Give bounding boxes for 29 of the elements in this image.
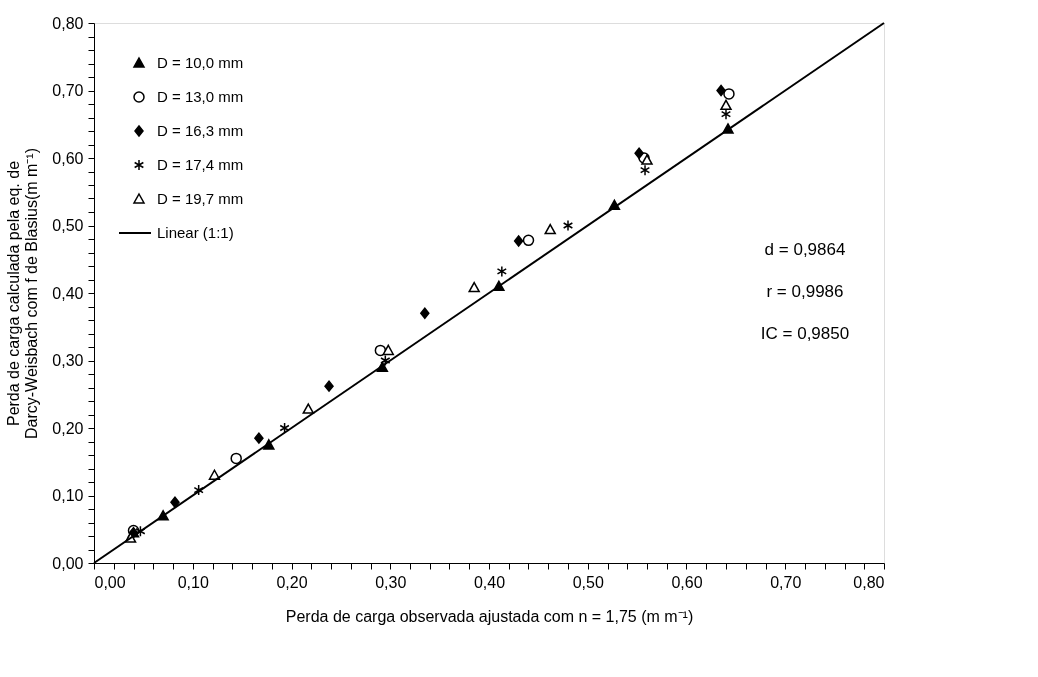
x-tick-label: 0,60	[671, 573, 703, 591]
x-tick-label: 0,00	[94, 573, 126, 591]
x-tick-label: 0,20	[276, 573, 308, 591]
y-tick-label: 0,80	[52, 14, 84, 32]
annotation: IC = 0,9850	[760, 323, 850, 343]
annotation: r = 0,9986	[766, 281, 844, 301]
y-tick-label: 0,50	[52, 217, 84, 234]
x-tick-label: 0,80	[853, 573, 885, 591]
y-tick-label: 0,00	[52, 554, 84, 572]
y-tick-label: 0,70	[52, 82, 84, 99]
legend-label: D = 17,4 mm	[157, 156, 244, 173]
y-tick-label: 0,40	[52, 284, 84, 302]
legend-label: Linear (1:1)	[157, 224, 234, 241]
legend-label: D = 19,7 mm	[157, 190, 244, 207]
x-tick-label: 0,10	[177, 573, 209, 591]
x-tick-label: 0,40	[473, 573, 506, 591]
legend-label: D = 13,0 mm	[157, 88, 244, 105]
legend-label: D = 16,3 mm	[157, 122, 244, 139]
annotation: d = 0,9864	[764, 239, 846, 259]
y-tick-label: 0,60	[52, 149, 84, 167]
y-tick-label: 0,30	[52, 352, 84, 369]
y-tick-label: 0,20	[52, 419, 84, 437]
x-tick-label: 0,30	[375, 573, 407, 591]
x-tick-label: 0,50	[572, 573, 604, 591]
y-tick-label: 0,10	[52, 487, 84, 504]
x-axis-title: Perda de carga observada ajustada com n = 1,75 (m m⁻¹)	[285, 607, 694, 625]
x-tick-label: 0,70	[770, 573, 802, 591]
legend-label: D = 10,0 mm	[157, 54, 244, 71]
y-axis-title: Perda de carga calculada pela eq. de Darcy-Weisbach com f de Blasius(m m⁻¹)	[5, 148, 41, 439]
